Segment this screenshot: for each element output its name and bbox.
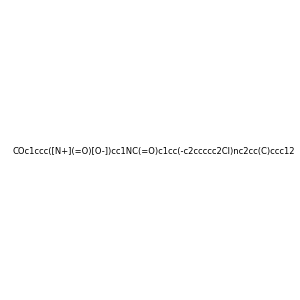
Text: COc1ccc([N+](=O)[O-])cc1NC(=O)c1cc(-c2ccccc2Cl)nc2cc(C)ccc12: COc1ccc([N+](=O)[O-])cc1NC(=O)c1cc(-c2cc… [13, 147, 295, 156]
